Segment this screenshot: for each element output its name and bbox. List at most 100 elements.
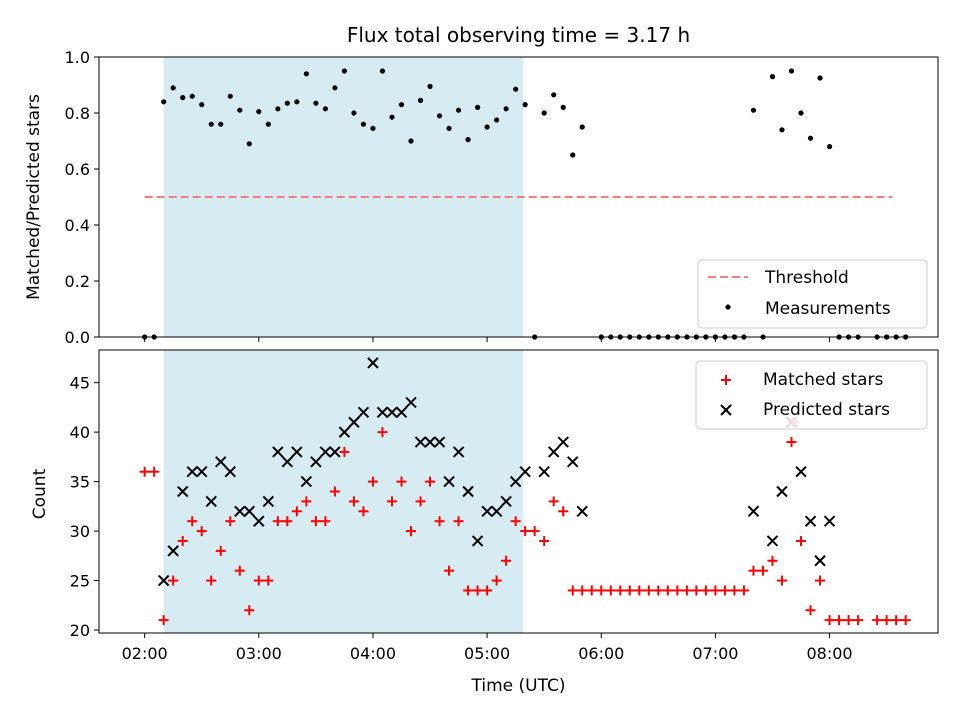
matched-star-point bbox=[719, 585, 730, 596]
predicted-star-point bbox=[357, 406, 370, 419]
predicted-star-point bbox=[776, 485, 788, 498]
measurement-point bbox=[788, 68, 795, 74]
matched-star-point bbox=[491, 575, 502, 586]
measurement-point bbox=[180, 95, 186, 101]
predicted-star-point-b bbox=[433, 436, 446, 448]
matched-star-point bbox=[367, 476, 378, 487]
predicted-star-point-b bbox=[348, 416, 360, 428]
matched-star-point bbox=[463, 585, 474, 596]
measurement-point bbox=[275, 106, 281, 112]
matched-star-point bbox=[329, 486, 340, 497]
measurement-point bbox=[474, 104, 481, 110]
matched-star-point bbox=[282, 516, 293, 527]
predicted-star-point bbox=[443, 475, 455, 488]
predicted-star-point-b bbox=[367, 357, 379, 369]
y-tick-label: 40 bbox=[70, 423, 90, 442]
matched-star-point bbox=[653, 585, 664, 596]
measurement-point bbox=[332, 85, 338, 91]
predicted-star-point-b bbox=[186, 466, 198, 478]
predicted-star-point bbox=[348, 416, 360, 428]
x-tick-label: 08:00 bbox=[807, 644, 853, 663]
predicted-star-point bbox=[291, 446, 303, 458]
predicted-star-point bbox=[205, 495, 217, 508]
matched-star-point bbox=[177, 535, 188, 546]
predicted-star-point bbox=[766, 535, 779, 547]
predicted-star-point-b bbox=[823, 515, 836, 527]
matched-star-point bbox=[891, 615, 902, 626]
predicted-star-point-b bbox=[576, 505, 588, 517]
predicted-star-point bbox=[424, 436, 436, 448]
predicted-star-point-b bbox=[557, 436, 569, 448]
matched-star-point bbox=[796, 535, 807, 546]
measurement-point bbox=[360, 121, 367, 127]
predicted-star-point bbox=[433, 436, 446, 448]
y-tick-label: 30 bbox=[70, 522, 90, 541]
predicted-star-point-b bbox=[395, 406, 408, 419]
matched-star-point bbox=[615, 585, 626, 596]
matched-star-point bbox=[149, 466, 160, 477]
predicted-star-point-b bbox=[519, 466, 531, 478]
measurement-point bbox=[313, 100, 319, 106]
predicted-star-point bbox=[177, 485, 189, 498]
measurement-point bbox=[398, 102, 405, 108]
measurement-point bbox=[417, 97, 424, 103]
measurement-point bbox=[370, 125, 376, 131]
matched-star-point bbox=[225, 516, 236, 527]
predicted-star-point-b bbox=[405, 396, 417, 409]
matched-star-point bbox=[472, 585, 483, 596]
predicted-star-point bbox=[471, 535, 484, 547]
measurement-point bbox=[750, 107, 757, 113]
predicted-star-point-b bbox=[300, 475, 313, 488]
predicted-star-point-b bbox=[490, 505, 503, 517]
predicted-star-point-b bbox=[376, 406, 389, 419]
predicted-star-point-b bbox=[471, 535, 484, 547]
matched-star-point bbox=[377, 427, 388, 438]
predicted-star-point bbox=[452, 446, 465, 458]
predicted-star-point bbox=[272, 446, 284, 458]
predicted-star-point bbox=[405, 396, 417, 409]
legend-predicted-swatch-b bbox=[720, 404, 732, 416]
y-tick-label: 35 bbox=[70, 473, 90, 492]
y-tick-label: 0.8 bbox=[65, 104, 90, 123]
top-y-ticks: 0.0 0.2 0.4 0.6 0.8 1.0 bbox=[65, 48, 99, 347]
predicted-star-point-b bbox=[157, 574, 170, 587]
legend-frame bbox=[695, 360, 928, 430]
matched-star-point bbox=[691, 585, 702, 596]
predicted-star-point-b bbox=[509, 475, 522, 488]
matched-star-point bbox=[767, 555, 778, 566]
predicted-star-point-b bbox=[243, 505, 256, 517]
measurement-point bbox=[408, 138, 414, 144]
matched-star-point bbox=[215, 545, 226, 556]
measurement-point bbox=[379, 68, 386, 74]
matched-star-point bbox=[301, 496, 312, 507]
matched-star-point bbox=[539, 535, 550, 546]
measurement-point bbox=[322, 106, 328, 112]
x-tick-label: 04:00 bbox=[350, 644, 396, 663]
matched-star-point bbox=[358, 506, 369, 517]
legend-measurements-swatch bbox=[725, 304, 731, 310]
top-legend: Threshold Measurements bbox=[697, 259, 928, 329]
top-y-axis-label: Matched/Predicted stars bbox=[24, 94, 44, 300]
predicted-star-point bbox=[747, 505, 760, 517]
bottom-panel: 20 25 30 35 40 45 02:00 03:00 04:00 05:00 06:00 07… bbox=[30, 349, 939, 696]
y-tick-label: 0.0 bbox=[65, 328, 90, 347]
measurement-point bbox=[237, 107, 243, 113]
matched-star-point bbox=[805, 605, 816, 616]
legend-matched-swatch bbox=[721, 375, 731, 385]
measurement-point bbox=[779, 127, 785, 133]
matched-star-point bbox=[415, 496, 426, 507]
predicted-star-point bbox=[338, 426, 351, 438]
measurement-point bbox=[570, 152, 576, 158]
matched-star-point bbox=[872, 615, 883, 626]
predicted-star-point-b bbox=[338, 426, 351, 438]
measurement-point bbox=[436, 113, 443, 119]
matched-star-point bbox=[158, 615, 169, 626]
predicted-star-point-b bbox=[291, 446, 303, 458]
predicted-star-point-b bbox=[386, 406, 398, 419]
predicted-star-point-b bbox=[224, 466, 236, 478]
predicted-star-point bbox=[509, 475, 522, 488]
measurement-point bbox=[455, 107, 462, 113]
matched-star-point bbox=[406, 526, 417, 537]
predicted-star-point-b bbox=[481, 505, 493, 517]
legend-predicted-swatch bbox=[720, 404, 732, 416]
